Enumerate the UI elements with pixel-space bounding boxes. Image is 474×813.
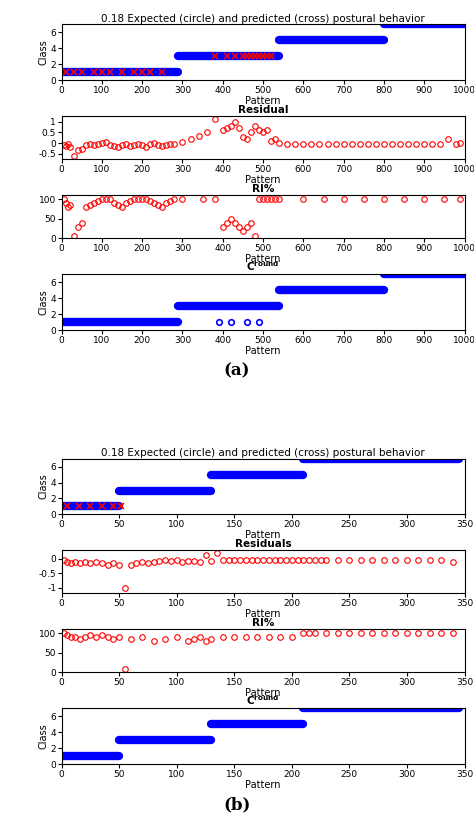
Title: $\mathbf{C}^{\mathbf{round}}$: $\mathbf{C}^{\mathbf{round}}$ [246,259,280,273]
X-axis label: Pattern: Pattern [246,176,281,185]
Title: RI%: RI% [252,619,274,628]
Y-axis label: Class: Class [39,40,49,65]
Y-axis label: Class: Class [39,474,49,499]
Text: (a): (a) [224,363,250,380]
X-axis label: Pattern: Pattern [246,689,281,698]
X-axis label: Pattern: Pattern [246,610,281,620]
Y-axis label: Class: Class [39,289,49,315]
Y-axis label: Class: Class [39,724,49,749]
Title: Residuals: Residuals [235,540,292,550]
Title: Residual: Residual [238,106,288,115]
X-axis label: Pattern: Pattern [246,780,281,790]
Title: 0.18 Expected (circle) and predicted (cross) postural behavior: 0.18 Expected (circle) and predicted (cr… [101,448,425,458]
Text: (b): (b) [223,797,251,813]
Title: $\mathbf{C}^{\mathbf{round}}$: $\mathbf{C}^{\mathbf{round}}$ [246,693,280,707]
X-axis label: Pattern: Pattern [246,96,281,107]
Title: RI%: RI% [252,185,274,194]
Title: 0.18 Expected (circle) and predicted (cross) postural behavior: 0.18 Expected (circle) and predicted (cr… [101,14,425,24]
X-axis label: Pattern: Pattern [246,346,281,356]
X-axis label: Pattern: Pattern [246,530,281,541]
X-axis label: Pattern: Pattern [246,254,281,264]
